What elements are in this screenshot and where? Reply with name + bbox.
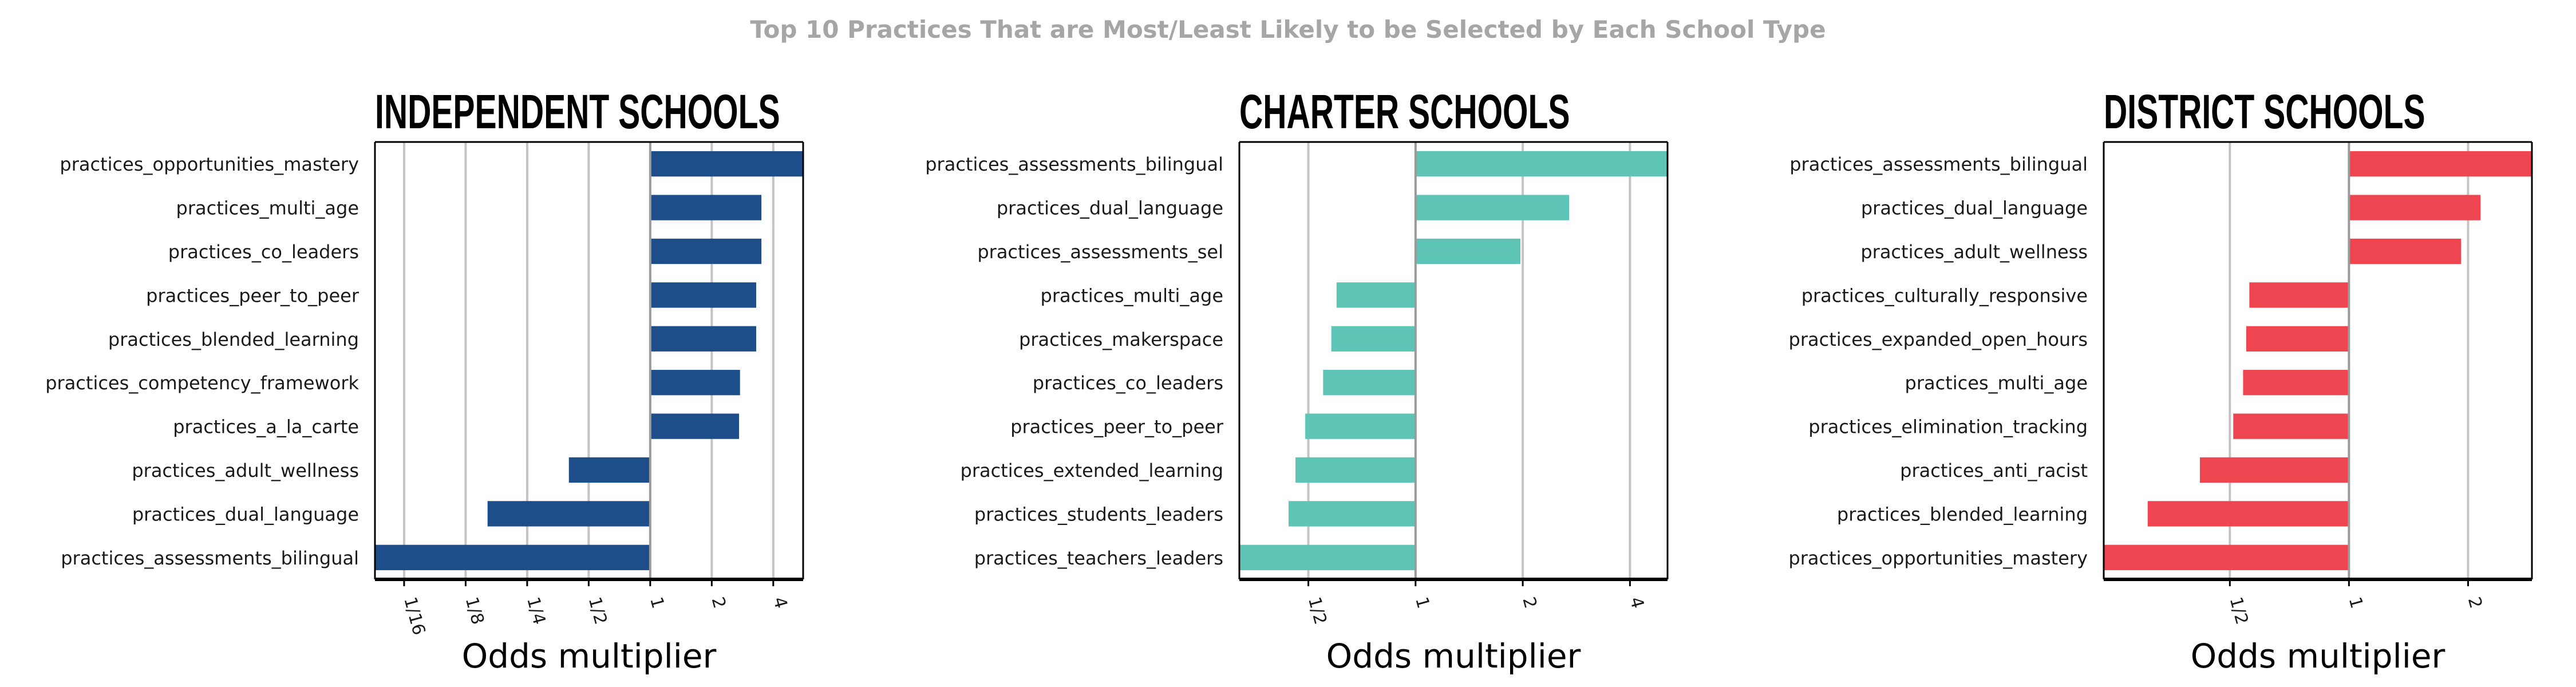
category-label: practices_teachers_leaders	[974, 547, 1223, 569]
bar	[2147, 501, 2349, 527]
bar	[2349, 195, 2481, 220]
chart-panel: practices_assessments_bilingual practices…	[1788, 85, 2533, 676]
category-label: practices_assessments_bilingual	[1789, 153, 2088, 175]
x-tick-label: 2	[708, 595, 730, 611]
figure-title: Top 10 Practices That are Most/Least Lik…	[750, 15, 1826, 44]
bar	[1305, 413, 1416, 439]
bar	[1289, 501, 1416, 527]
bar	[375, 544, 650, 570]
bar	[2243, 370, 2349, 396]
category-label: practices_multi_age	[1905, 372, 2088, 394]
category-label: practices_a_la_carte	[173, 416, 359, 438]
chart-panel: practices_assessments_bilingual practices…	[925, 85, 1669, 676]
x-tick-label: 1/16	[400, 595, 429, 637]
category-label: practices_culturally_responsive	[1801, 285, 2088, 306]
bar	[1415, 195, 1570, 220]
category-label: practices_adult_wellness	[132, 460, 359, 481]
category-label: practices_opportunities_mastery	[1788, 547, 2088, 569]
bar	[1336, 282, 1416, 308]
x-tick-label: 1	[2345, 595, 2367, 611]
x-tick-label: 1	[1411, 595, 1433, 611]
x-tick-label: 1	[646, 595, 668, 611]
bar	[650, 238, 762, 264]
category-label: practices_competency_framework	[45, 372, 359, 394]
bar	[650, 413, 740, 439]
category-label: practices_multi_age	[176, 198, 359, 219]
x-axis-title: Odds multiplier	[1326, 637, 1581, 676]
x-tick-label: 1/2	[1304, 595, 1330, 627]
category-label: practices_assessments_bilingual	[61, 547, 359, 569]
category-label: practices_dual_language	[997, 198, 1223, 219]
category-label: practices_makerspace	[1019, 329, 1223, 350]
charts: practices_opportunities_masterypractices…	[45, 85, 2533, 676]
bar	[650, 370, 740, 396]
bar	[2349, 238, 2462, 264]
panel-title: DISTRICT SCHOOLS	[2104, 85, 2425, 139]
chart-panel: practices_opportunities_mastery practices…	[45, 85, 804, 676]
bar	[650, 195, 762, 220]
bar	[2104, 544, 2349, 570]
panel-title: CHARTER SCHOOLS	[1239, 85, 1570, 139]
bar	[568, 457, 650, 483]
category-label: practices_assessments_bilingual	[925, 153, 1223, 175]
category-label: practices_extended_learning	[961, 460, 1224, 481]
category-label: practices_blended_learning	[1837, 503, 2088, 525]
category-label: practices_co_leaders	[1033, 372, 1223, 394]
bar	[1239, 544, 1416, 570]
category-label: practices_dual_language	[132, 503, 359, 525]
bar	[1415, 238, 1521, 264]
bar	[1331, 326, 1416, 352]
category-label: practices_elimination_tracking	[1808, 416, 2088, 438]
x-tick-label: 2	[2464, 595, 2486, 611]
category-label: practices_expanded_open_hours	[1789, 329, 2088, 350]
bar	[650, 326, 756, 352]
bar	[2233, 413, 2349, 439]
x-tick-label: 2	[1518, 595, 1540, 611]
bar	[2246, 326, 2349, 352]
category-label: practices_anti_racist	[1900, 460, 2088, 481]
bar	[1415, 151, 1668, 177]
category-label: practices_assessments_sel	[977, 241, 1223, 263]
x-tick-label: 1/4	[523, 595, 549, 627]
panel-title: INDEPENDENT SCHOOLS	[375, 85, 780, 139]
x-axis-title: Odds multiplier	[462, 637, 717, 676]
category-label: practices_dual_language	[1861, 198, 2088, 219]
category-label: practices_multi_age	[1041, 285, 1223, 306]
bar	[2199, 457, 2349, 483]
x-tick-label: 1/2	[2226, 595, 2252, 627]
bar	[1295, 457, 1416, 483]
category-label: practices_co_leaders	[168, 241, 359, 263]
x-tick-label: 1/2	[584, 595, 611, 627]
x-axis-title: Odds multiplier	[2191, 637, 2445, 676]
bar	[2249, 282, 2349, 308]
x-tick-label: 4	[769, 595, 791, 611]
bar	[2349, 151, 2532, 177]
x-tick-label: 4	[1626, 595, 1648, 611]
category-label: practices_blended_learning	[108, 329, 359, 350]
bar	[650, 282, 756, 308]
category-label: practices_adult_wellness	[1860, 241, 2088, 263]
category-label: practices_peer_to_peer	[1010, 416, 1224, 438]
bar	[650, 151, 803, 177]
category-label: practices_opportunities_mastery	[60, 153, 359, 175]
category-label: practices_peer_to_peer	[146, 285, 359, 306]
bar	[487, 501, 650, 527]
bar	[1323, 370, 1416, 396]
x-tick-label: 1/8	[461, 595, 488, 627]
category-label: practices_students_leaders	[974, 503, 1223, 525]
